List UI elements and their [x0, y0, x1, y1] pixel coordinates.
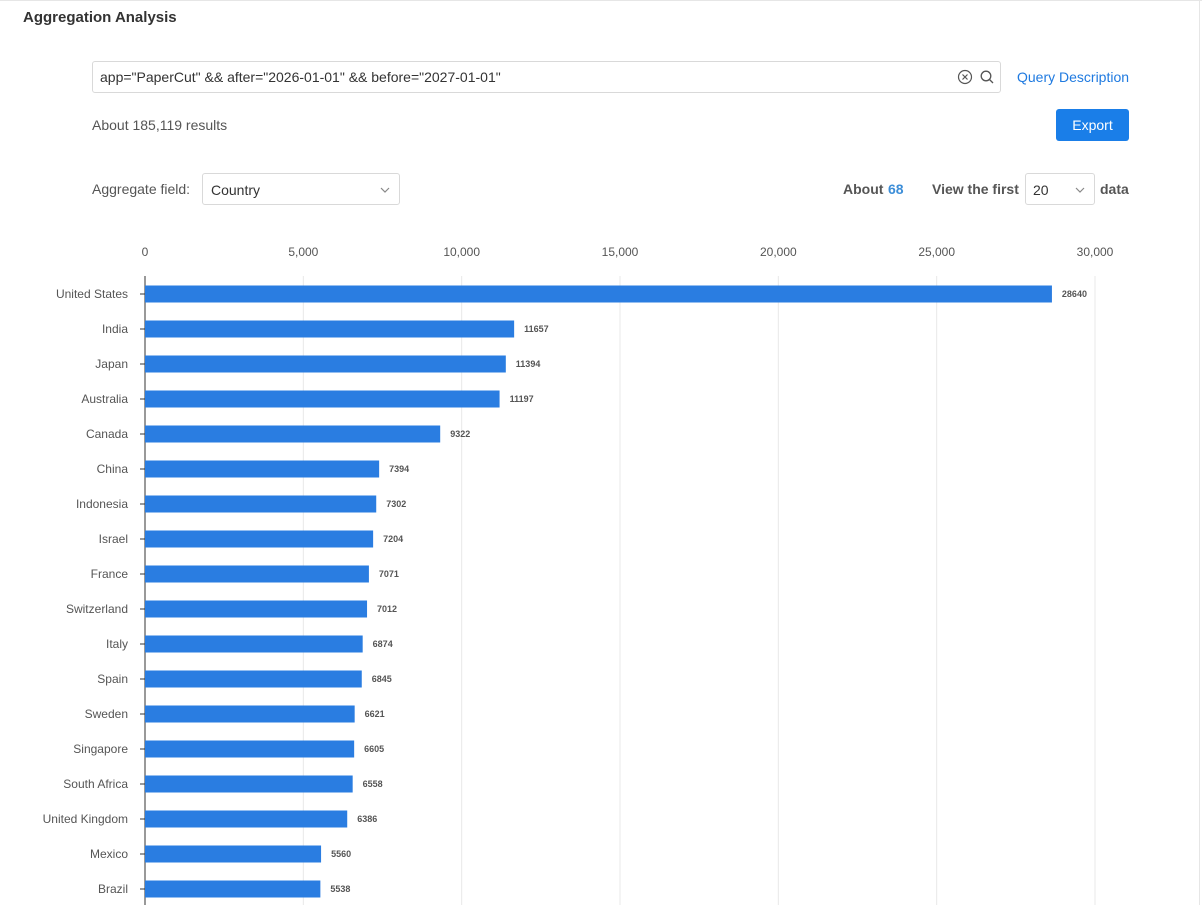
aggregate-field-select[interactable]: Country	[202, 173, 400, 205]
category-label: United States	[56, 287, 128, 301]
x-tick-label: 20,000	[760, 245, 797, 259]
chevron-down-icon	[1075, 187, 1085, 193]
bar	[145, 495, 377, 513]
chevron-down-icon	[380, 187, 390, 193]
data-label: 6621	[365, 709, 385, 719]
bar	[145, 390, 500, 408]
data-label: 11394	[516, 359, 541, 369]
bar	[145, 530, 374, 548]
export-button[interactable]: Export	[1056, 109, 1129, 141]
bar	[145, 775, 353, 793]
bar	[145, 705, 355, 723]
data-label: 5560	[331, 849, 351, 859]
search-box[interactable]	[92, 61, 1001, 93]
data-label: 5538	[330, 884, 350, 894]
category-label: China	[97, 462, 129, 476]
bar	[145, 565, 369, 583]
data-label: 7302	[386, 499, 406, 509]
x-tick-label: 0	[142, 245, 149, 259]
data-label: data	[1100, 181, 1129, 197]
aggregate-field-label: Aggregate field:	[92, 181, 191, 197]
view-first-label: View the first	[932, 181, 1019, 197]
about-label: About	[843, 181, 884, 197]
category-label: Israel	[99, 532, 128, 546]
bar	[145, 880, 321, 898]
about-count: 68	[888, 181, 904, 197]
bar	[145, 600, 368, 618]
page-title: Aggregation Analysis	[23, 9, 177, 26]
x-tick-label: 15,000	[602, 245, 639, 259]
bar	[145, 740, 355, 758]
search-icon[interactable]	[979, 69, 995, 85]
data-label: 6558	[363, 779, 383, 789]
category-label: Sweden	[85, 707, 128, 721]
aggregate-field-value: Country	[211, 182, 261, 198]
data-label: 11197	[510, 394, 534, 404]
data-label: 9322	[450, 429, 470, 439]
top-divider	[0, 0, 1202, 1]
bar	[145, 320, 515, 338]
x-tick-label: 10,000	[443, 245, 480, 259]
data-label: 7394	[389, 464, 409, 474]
data-label: 6605	[364, 744, 384, 754]
category-label: South Africa	[63, 777, 128, 791]
category-label: Indonesia	[76, 497, 128, 511]
category-label: Japan	[95, 357, 128, 371]
category-label: Canada	[86, 427, 128, 441]
view-first-value: 20	[1033, 182, 1049, 198]
x-tick-label: 5,000	[288, 245, 318, 259]
category-label: Italy	[106, 637, 128, 651]
bar	[145, 810, 348, 828]
bar	[145, 425, 441, 443]
search-input[interactable]	[100, 62, 940, 92]
data-label: 11657	[524, 324, 549, 334]
category-label: United Kingdom	[43, 812, 128, 826]
category-label: France	[91, 567, 129, 581]
data-label: 6845	[372, 674, 392, 684]
bar	[145, 460, 380, 478]
category-label: Spain	[97, 672, 128, 686]
category-label: Mexico	[90, 847, 128, 861]
bar	[145, 845, 322, 863]
category-label: Australia	[81, 392, 128, 406]
category-label: Brazil	[98, 882, 128, 896]
bar	[145, 670, 362, 688]
category-label: Singapore	[73, 742, 128, 756]
data-label: 7012	[377, 604, 397, 614]
category-label: Switzerland	[66, 602, 128, 616]
data-label: 6386	[357, 814, 377, 824]
bar	[145, 635, 363, 653]
x-tick-label: 30,000	[1077, 245, 1114, 259]
category-label: India	[102, 322, 128, 336]
view-first-select[interactable]: 20	[1025, 173, 1095, 205]
bar	[145, 285, 1052, 303]
data-label: 6874	[373, 639, 393, 649]
results-summary: About 185,119 results	[92, 117, 228, 133]
data-label: 28640	[1062, 289, 1087, 299]
query-description-link[interactable]: Query Description	[1017, 69, 1130, 85]
data-label: 7071	[379, 569, 399, 579]
clear-circle-icon[interactable]	[957, 69, 973, 85]
bar	[145, 355, 506, 373]
data-label: 7204	[383, 534, 403, 544]
x-tick-label: 25,000	[918, 245, 955, 259]
right-divider	[1199, 0, 1200, 905]
